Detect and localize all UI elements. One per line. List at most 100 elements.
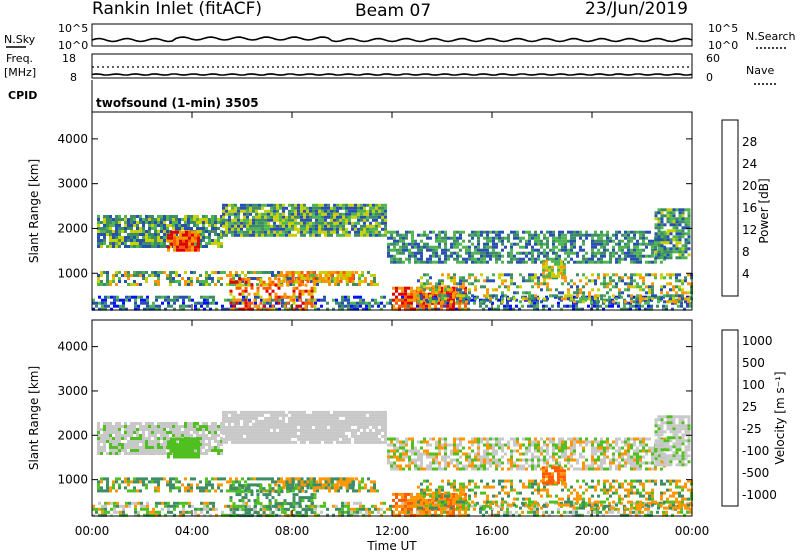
heatmap-cell [410,292,413,296]
heatmap-cell [211,227,214,230]
heatmap-cell [480,273,483,277]
heatmap-cell [300,227,303,231]
heatmap-cell [276,413,279,417]
heatmap-cell [378,431,381,435]
heatmap-cell [567,294,570,298]
heatmap-cell [357,203,360,207]
heatmap-cell [209,307,212,311]
heatmap-cell [222,419,225,423]
heatmap-cell [498,443,501,447]
heatmap-cell [657,247,661,251]
heatmap-cell [231,419,234,423]
heatmap-cell [282,224,285,228]
heatmap-cell [351,215,354,219]
heatmap-cell [483,461,486,465]
heatmap-cell [558,230,561,234]
heatmap-cell [519,260,522,264]
heatmap-cell [336,233,339,237]
heatmap-cell [173,440,176,444]
heatmap-cell [294,212,297,216]
heatmap-cell [561,242,564,246]
heatmap-cell [142,242,145,245]
heatmap-cell [178,431,181,434]
heatmap-cell [228,227,231,231]
heatmap-cell [444,452,447,456]
heatmap-cell [134,295,137,299]
heatmap-cell [246,428,249,432]
heatmap-cell [407,301,410,305]
heatmap-cell [98,295,101,299]
heatmap-cell [426,260,429,264]
heatmap-cell [588,279,591,283]
heatmap-cell [151,428,154,431]
heatmap-cell [672,226,676,230]
heatmap-cell [675,226,679,230]
colorbar-tick-label: 28 [742,135,757,149]
heatmap-cell [689,295,692,299]
heatmap-cell [312,413,315,417]
heatmap-cell [531,276,534,280]
heatmap-cell [203,307,206,311]
heatmap-cell [191,440,194,444]
heatmap-cell [443,292,446,296]
heatmap-cell [309,422,312,426]
heatmap-cell [202,452,205,455]
heatmap-cell [666,229,670,233]
heatmap-cell [474,245,477,249]
heatmap-cell [176,248,179,252]
heatmap-cell [489,443,492,447]
heatmap-cell [444,458,447,462]
heatmap-cell [419,307,422,311]
heatmap-cell [121,434,124,437]
heatmap-cell [309,206,312,210]
heatmap-cell [666,247,670,251]
heatmap-cell [486,254,489,258]
heatmap-cell [246,413,249,417]
heatmap-cell [244,277,248,281]
heatmap-cell [163,449,166,452]
heatmap-cell [576,291,579,295]
heatmap-cell [557,301,560,305]
heatmap-cell [121,218,124,221]
heatmap-cell [663,300,666,304]
heatmap-cell [163,434,166,437]
heatmap-cell [258,224,261,228]
heatmap-cell [480,464,483,468]
heatmap-cell [160,239,163,242]
heatmap-cell [396,248,399,252]
heatmap-cell [261,224,264,228]
heatmap-cell [242,295,245,299]
heatmap-cell [447,254,450,258]
heatmap-cell [373,277,376,280]
heatmap-cell [438,449,441,453]
heatmap-cell [360,206,363,210]
heatmap-cell [273,416,276,420]
heatmap-cell [516,464,519,468]
heatmap-cell [522,279,525,283]
heatmap-cell [274,292,278,296]
heatmap-cell [381,428,384,432]
heatmap-cell [163,422,166,425]
heatmap-cell [130,428,133,431]
heatmap-cell [330,271,334,274]
heatmap-cell [321,215,324,219]
heatmap-cell [533,298,536,302]
heatmap-cell [205,242,208,245]
heatmap-cell [282,215,285,219]
heatmap-cell [300,440,303,444]
heatmap-cell [501,449,504,453]
noise-left-tick-top: 10^5 [58,22,88,35]
heatmap-cell [609,279,612,283]
heatmap-cell [237,215,240,219]
heatmap-cell [498,437,501,441]
heatmap-cell [621,245,624,249]
heatmap-cell [345,277,349,280]
heatmap-cell [618,279,621,283]
heatmap-cell [546,230,549,234]
heatmap-cell [489,464,492,468]
heatmap-cell [106,422,109,425]
heatmap-cell [563,268,566,272]
heatmap-cell [407,295,410,299]
heatmap-cell [492,230,495,234]
heatmap-cell [600,282,603,286]
